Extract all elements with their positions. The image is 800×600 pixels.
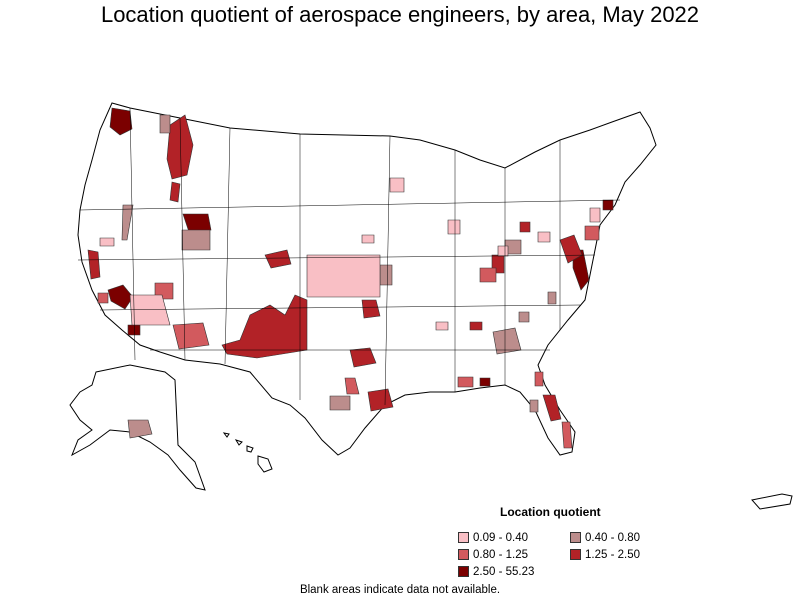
map-title: Location quotient of aerospace engineers… [100,2,700,27]
area-boundaries [77,107,621,406]
legend-label: 2.50 - 55.23 [473,565,535,578]
legend-swatch [570,549,581,560]
legend-item-3: 1.25 - 2.50 [570,547,690,562]
legend-label: 1.25 - 2.50 [585,548,640,561]
legend-swatch [458,566,469,577]
legend-swatch [458,549,469,560]
legend-item-1: 0.40 - 0.80 [570,530,690,545]
legend-label: 0.09 - 0.40 [473,531,528,544]
legend-item-4: 2.50 - 55.23 [458,564,570,579]
legend-label: 0.40 - 0.80 [585,531,640,544]
footnote: Blank areas indicate data not available. [299,584,501,596]
legend-swatch [458,532,469,543]
hawaii-outline [222,432,273,473]
puerto-rico-outline [751,493,793,510]
legend-swatch [570,532,581,543]
shaded-areas [87,107,614,449]
legend-title: Location quotient [500,505,601,519]
legend-item-0: 0.09 - 0.40 [458,530,570,545]
legend-label: 0.80 - 1.25 [473,548,528,561]
legend: 0.09 - 0.40 0.40 - 0.80 0.80 - 1.25 1.25… [458,530,698,579]
legend-item-2: 0.80 - 1.25 [458,547,570,562]
